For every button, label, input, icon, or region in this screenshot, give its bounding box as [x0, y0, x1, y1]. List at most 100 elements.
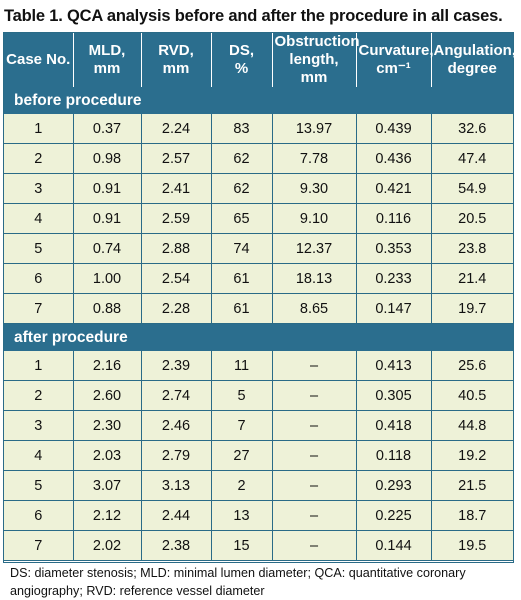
table-frame: Case No. MLD, mm RVD, mm DS, % Obstruction l…: [3, 32, 516, 598]
table-cell: 27: [211, 440, 273, 471]
table-cell: 1: [4, 351, 74, 381]
section-label: after procedure: [4, 323, 513, 351]
table-cell: 0.91: [73, 203, 142, 234]
table-cell: 2: [4, 380, 74, 411]
table-cell: 74: [211, 233, 273, 264]
table-row: 6 1.00 2.54 61 18.13 0.233 21.4: [4, 263, 513, 294]
column-header: MLD, mm: [73, 33, 142, 87]
table-cell: 7: [4, 530, 74, 561]
table-cell: 2.03: [73, 440, 142, 471]
table-cell: 2.46: [141, 410, 212, 441]
table-cell: 2.88: [141, 233, 212, 264]
column-header: DS, %: [211, 33, 273, 87]
table-cell: 0.118: [356, 440, 432, 471]
table-cell: 0.233: [356, 263, 432, 294]
table-cell: 0.421: [356, 173, 432, 204]
table-row: 5 0.74 2.88 74 12.37 0.353 23.8: [4, 233, 513, 264]
table-row: 1 2.16 2.39 11–0.413 25.6: [4, 351, 513, 381]
table-cell: –: [272, 380, 357, 411]
table-cell: 2.59: [141, 203, 212, 234]
table-cell: 23.8: [431, 233, 513, 264]
table-cell: 5: [4, 233, 74, 264]
table-cell: 2: [4, 143, 74, 174]
table-row: 6 2.12 2.44 13–0.225 18.7: [4, 500, 513, 531]
table-cell: 2.41: [141, 173, 212, 204]
table-row: 2 2.60 2.74 5–0.305 40.5: [4, 380, 513, 411]
table-cell: 2.74: [141, 380, 212, 411]
table-cell: 65: [211, 203, 273, 234]
table-cell: 0.418: [356, 410, 432, 441]
table-cell: 2.60: [73, 380, 142, 411]
table-cell: 0.74: [73, 233, 142, 264]
table-cell: 61: [211, 293, 273, 324]
table-cell: 1: [4, 114, 74, 144]
table-cell: 20.5: [431, 203, 513, 234]
table-cell: 40.5: [431, 380, 513, 411]
table-cell: 61: [211, 263, 273, 294]
table-cell: 47.4: [431, 143, 513, 174]
table-cell: 12.37: [272, 233, 357, 264]
table-row: 1 0.37 2.24 83 13.97 0.439 32.6: [4, 114, 513, 144]
table-cell: –: [272, 351, 357, 381]
table-cell: 18.7: [431, 500, 513, 531]
table-cell: 5: [4, 470, 74, 501]
section-row: after procedure: [4, 323, 513, 351]
header-row: Case No. MLD, mm RVD, mm DS, % Obstruction l…: [4, 33, 516, 87]
table-footnote: DS: diameter stenosis; MLD: minimal lume…: [10, 566, 466, 598]
column-header: RVD, mm: [141, 33, 212, 87]
table-cell: 4: [4, 440, 74, 471]
column-header: Angulation, degree: [431, 33, 516, 87]
table-cell: 3: [4, 410, 74, 441]
table-cell: 0.439: [356, 114, 432, 144]
table-cell: 1.00: [73, 263, 142, 294]
table-row: 7 0.88 2.28 61 8.65 0.147 19.7: [4, 293, 513, 324]
table-cell: 13.97: [272, 114, 357, 144]
table-cell: 0.91: [73, 173, 142, 204]
table-cell: 13: [211, 500, 273, 531]
section-label: before procedure: [4, 87, 513, 114]
table-cell: 0.436: [356, 143, 432, 174]
table-cell: 11: [211, 351, 273, 381]
table-cell: 2: [211, 470, 273, 501]
column-header: Case No.: [4, 33, 74, 87]
table-cell: 8.65: [272, 293, 357, 324]
table-cell: 2.39: [141, 351, 212, 381]
table-row: 5 3.07 3.13 2–0.293 21.5: [4, 470, 513, 501]
table-cell: 0.225: [356, 500, 432, 531]
table-cell: 19.7: [431, 293, 513, 324]
table-cell: 32.6: [431, 114, 513, 144]
table-cell: 0.37: [73, 114, 142, 144]
table-cell: 2.44: [141, 500, 212, 531]
table-row: 7 2.02 2.38 15–0.144 19.5: [4, 530, 513, 561]
table-cell: 2.16: [73, 351, 142, 381]
table-header: Case No. MLD, mm RVD, mm DS, % Obstruction l…: [4, 33, 516, 87]
table-cell: 2.02: [73, 530, 142, 561]
table-cell: –: [272, 530, 357, 561]
table-row: 3 0.91 2.41 62 9.30 0.421 54.9: [4, 173, 513, 204]
table-cell: 54.9: [431, 173, 513, 204]
table-cell: –: [272, 440, 357, 471]
table-cell: 7.78: [272, 143, 357, 174]
table-cell: 25.6: [431, 351, 513, 381]
table-cell: 2.54: [141, 263, 212, 294]
table-row: 3 2.30 2.46 7–0.418 44.8: [4, 410, 513, 441]
table-cell: 21.5: [431, 470, 513, 501]
table-cell: –: [272, 470, 357, 501]
table-cell: 21.4: [431, 263, 513, 294]
table-cell: 0.147: [356, 293, 432, 324]
table-cell: –: [272, 500, 357, 531]
table-cell: 2.28: [141, 293, 212, 324]
table-cell: 3.13: [141, 470, 212, 501]
table-cell: 0.293: [356, 470, 432, 501]
table-cell: 7: [4, 293, 74, 324]
qca-table: Case No. MLD, mm RVD, mm DS, % Obstruction l…: [4, 33, 516, 561]
table-cell: 2.57: [141, 143, 212, 174]
table-cell: 0.353: [356, 233, 432, 264]
table-cell: 2.38: [141, 530, 212, 561]
table-cell: 6: [4, 500, 74, 531]
table-cell: 0.116: [356, 203, 432, 234]
section-row: before procedure: [4, 87, 513, 114]
table-body: before procedure 1 0.37 2.24 83 13.97 0.439 32.…: [4, 87, 513, 561]
table-cell: 19.5: [431, 530, 513, 561]
table-row: 4 2.03 2.79 27–0.118 19.2: [4, 440, 513, 471]
